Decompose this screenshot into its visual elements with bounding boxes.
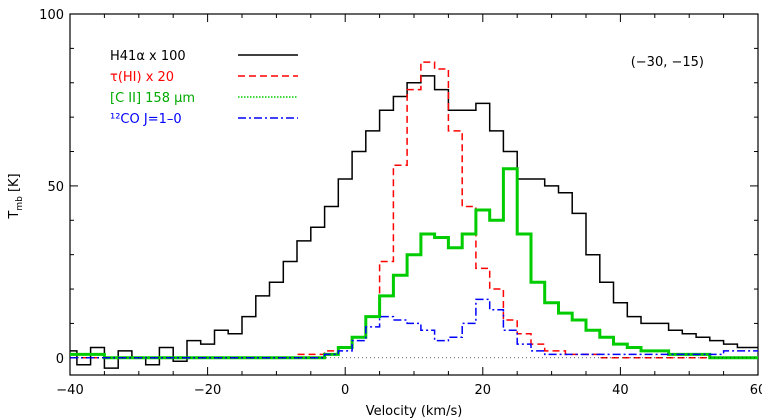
y-tick-label: 50 bbox=[47, 180, 64, 195]
series-h41a-line bbox=[70, 75, 758, 369]
x-axis-label: Velocity (km/s) bbox=[366, 404, 463, 419]
legend-label-co: ¹²CO J=1–0 bbox=[110, 112, 182, 127]
x-tick-label: 0 bbox=[341, 383, 349, 398]
y-tick-label: 100 bbox=[39, 8, 64, 23]
legend-label-cii: [C II] 158 μm bbox=[110, 91, 195, 106]
y-axis-label: Tmb [K] bbox=[7, 173, 25, 219]
x-tick-label: −20 bbox=[194, 383, 221, 398]
legend-label-hi: τ(HI) x 20 bbox=[110, 70, 174, 85]
legend: H41α x 100 τ(HI) x 20 [C II] 158 μm ¹²CO… bbox=[110, 49, 298, 127]
axis-ticks: −40 −20 0 20 40 60 0 50 100 bbox=[39, 8, 762, 398]
x-tick-label: −40 bbox=[56, 383, 83, 398]
y-axis-label-main: T bbox=[7, 211, 22, 220]
series-12co-line bbox=[70, 298, 758, 359]
y-axis-label-sub: mb bbox=[15, 196, 25, 211]
series-cii-line bbox=[70, 167, 758, 360]
y-tick-label: 0 bbox=[56, 352, 64, 367]
x-tick-label: 60 bbox=[750, 383, 762, 398]
x-tick-label: 40 bbox=[612, 383, 629, 398]
y-axis-label-unit: [K] bbox=[7, 173, 22, 196]
legend-label-h41a: H41α x 100 bbox=[110, 49, 186, 64]
x-tick-label: 20 bbox=[475, 383, 492, 398]
series-group bbox=[70, 61, 758, 369]
position-annotation: (−30, −15) bbox=[631, 55, 704, 70]
series-hi-tau-line bbox=[70, 61, 758, 359]
